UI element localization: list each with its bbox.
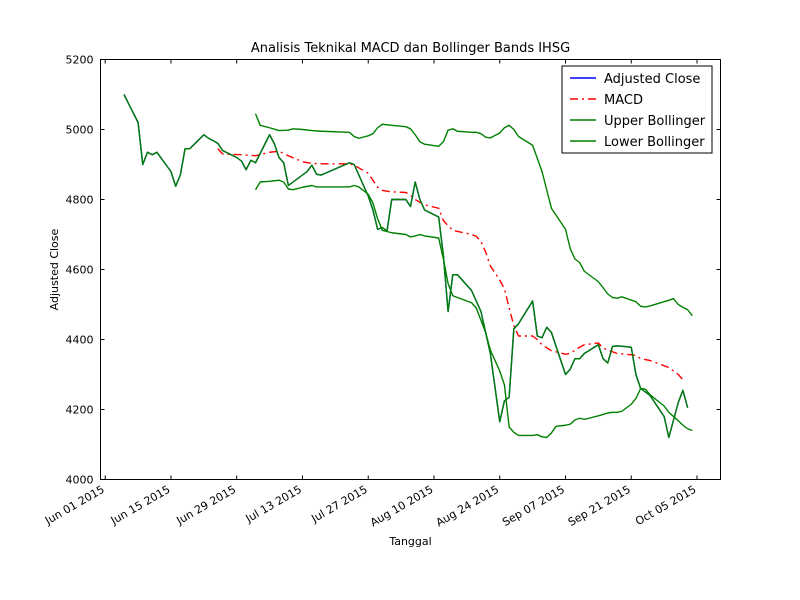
legend-label-macd: MACD: [604, 93, 643, 108]
y-axis-label: Adjusted Close: [48, 228, 61, 310]
legend-label-lower-bollinger: Lower Bollinger: [604, 135, 705, 150]
plot-area: [123, 94, 693, 439]
y-tick-label: 4600: [66, 264, 94, 277]
y-tick-label: 4000: [66, 474, 94, 487]
y-tick-label: 5000: [66, 124, 94, 137]
y-tick-label: 4800: [66, 194, 94, 207]
x-axis-label: Tanggal: [388, 535, 431, 548]
legend-label-adjusted-close: Adjusted Close: [604, 72, 700, 87]
y-tick-label: 5200: [66, 54, 94, 67]
series-line-lower-bollinger: [254, 179, 693, 439]
y-axis: 4000 4200 4400 4600 4800 5000 5200: [66, 54, 721, 487]
y-tick-label: 4200: [66, 404, 94, 417]
legend-box: [561, 65, 713, 154]
series-line-overlay-adjusted-close: [123, 94, 689, 439]
y-tick-label: 4400: [66, 334, 94, 347]
legend: Adjusted Close MACD Upper Bollinger Lower B…: [561, 65, 713, 154]
chart-title: Analisis Teknikal MACD dan Bollinger Ban…: [251, 41, 570, 56]
legend-label-upper-bollinger: Upper Bollinger: [604, 114, 706, 129]
series-line-upper-bollinger: [254, 113, 693, 317]
series-line-macd: [217, 148, 684, 381]
